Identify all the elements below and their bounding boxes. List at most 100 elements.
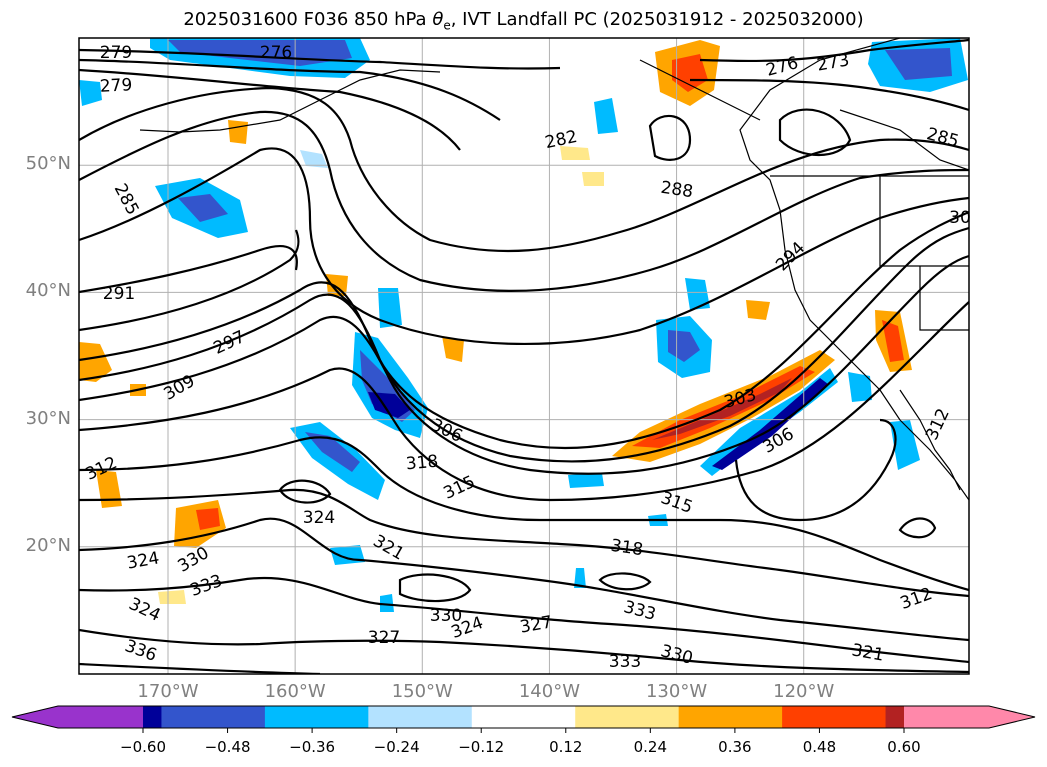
plot-frame bbox=[78, 37, 970, 675]
map-title: 2025031600 F036 850 hPa θe, IVT Landfall… bbox=[183, 9, 864, 33]
contour-line bbox=[79, 210, 969, 450]
contour-line bbox=[79, 110, 969, 292]
contour-label: 288 bbox=[659, 178, 694, 202]
shade-wc-blue bbox=[594, 98, 618, 134]
contour-line bbox=[79, 245, 298, 294]
colorbar-extend-low-fill bbox=[12, 706, 143, 728]
contour-line bbox=[898, 517, 937, 539]
contour-line bbox=[79, 301, 969, 502]
shade-p5-blue bbox=[300, 150, 328, 168]
shade-p3-blue bbox=[568, 473, 604, 488]
coastline bbox=[739, 38, 969, 501]
shade-p2-warm bbox=[326, 274, 348, 296]
contour-label: 330 bbox=[430, 606, 462, 626]
shade-coast-blue-2 bbox=[712, 378, 828, 470]
contour-line bbox=[734, 418, 897, 522]
contour-line bbox=[79, 229, 300, 332]
colorbar-segment bbox=[575, 706, 680, 728]
contour-line bbox=[699, 38, 969, 63]
contour-label: 318 bbox=[405, 452, 439, 475]
shade-ctr2-blue bbox=[685, 278, 710, 310]
contour-line bbox=[689, 78, 969, 112]
contour-line bbox=[648, 114, 692, 161]
shade-p6-blue bbox=[380, 594, 394, 612]
colorbar-segment bbox=[368, 706, 473, 728]
contour-line bbox=[79, 662, 321, 674]
shade-p3-warm bbox=[228, 120, 248, 144]
contour-label: 291 bbox=[103, 284, 135, 304]
shade-nw-blue bbox=[79, 80, 102, 106]
contour-line bbox=[278, 479, 332, 504]
longitude-tick-label: 120°W bbox=[773, 681, 835, 702]
coastline bbox=[139, 69, 441, 133]
contour-line bbox=[79, 147, 969, 346]
contour-line bbox=[79, 628, 969, 674]
shade-p1-blue bbox=[378, 288, 402, 328]
shade-p5-warm bbox=[560, 146, 590, 160]
colorbar-tick-label: 0.24 bbox=[633, 738, 668, 756]
latitude-tick-label: 50°N bbox=[25, 153, 71, 175]
contour-label: 279 bbox=[99, 75, 132, 97]
contour-line bbox=[398, 573, 472, 603]
contour-label: 279 bbox=[100, 43, 132, 63]
colorbar-tick-label: −0.48 bbox=[204, 738, 251, 756]
contour-line bbox=[79, 488, 969, 598]
coastline bbox=[639, 59, 761, 121]
longitude-tick-label: 160°W bbox=[264, 681, 326, 702]
shade-west-blue-2 bbox=[178, 194, 228, 222]
shade-ctr-blue-2 bbox=[668, 330, 700, 362]
shade-nev-warm-2 bbox=[882, 320, 904, 362]
colorbar bbox=[11, 705, 1036, 733]
latitude-tick-label: 40°N bbox=[25, 280, 71, 302]
contour-line bbox=[598, 572, 652, 591]
colorbar-tick-label: −0.36 bbox=[289, 738, 336, 756]
contour-label: 318 bbox=[609, 536, 644, 560]
contour-line bbox=[79, 68, 461, 151]
shade-p4-warm bbox=[746, 300, 770, 320]
colorbar-segment bbox=[264, 706, 369, 728]
contour-line bbox=[79, 86, 969, 253]
colorbar-segment bbox=[471, 706, 576, 728]
contour-label: 30 bbox=[949, 208, 971, 228]
contour-line bbox=[79, 436, 969, 592]
longitude-tick-label: 130°W bbox=[645, 681, 708, 702]
contour-line bbox=[79, 254, 969, 475]
colorbar-tick-label: −0.12 bbox=[458, 738, 505, 756]
border bbox=[879, 176, 969, 267]
shade-sw-warm bbox=[96, 470, 122, 508]
latitude-tick-label: 20°N bbox=[25, 534, 71, 556]
shade-ak-warm-2 bbox=[672, 54, 708, 92]
coastline bbox=[899, 389, 961, 491]
ivt-pc-shading bbox=[79, 38, 968, 612]
contour-label: 324 bbox=[303, 508, 335, 528]
contour-line bbox=[79, 58, 501, 121]
colorbar-tick-label: 0.48 bbox=[802, 738, 837, 756]
shade-p4-blue bbox=[574, 568, 586, 588]
shade-p1-warm bbox=[442, 336, 464, 362]
colorbar-tick-label: 0.60 bbox=[887, 738, 921, 756]
contour-line bbox=[778, 108, 852, 157]
colorbar-segment bbox=[782, 706, 887, 728]
colorbar-tick-label: −0.60 bbox=[120, 738, 166, 756]
shade-p6-warm bbox=[582, 172, 604, 186]
colorbar-segment bbox=[678, 706, 783, 728]
shade-baja-blue bbox=[848, 372, 872, 402]
shade-w-warm bbox=[79, 342, 112, 382]
contour-line bbox=[79, 48, 561, 70]
longitude-tick-label: 140°W bbox=[518, 681, 580, 702]
contour-label: 333 bbox=[609, 652, 641, 672]
shade-sw-blue-2 bbox=[305, 432, 360, 472]
colorbar-extend-high-fill bbox=[904, 706, 1035, 728]
contour-line bbox=[79, 576, 969, 664]
colorbar-tick-label: 0.12 bbox=[549, 738, 583, 756]
latitude-tick-label: 30°N bbox=[25, 407, 71, 429]
border bbox=[919, 266, 969, 331]
shade-p2-blue bbox=[330, 545, 365, 565]
theta-e-contours bbox=[79, 38, 969, 674]
longitude-tick-label: 150°W bbox=[391, 681, 453, 702]
contour-label: 276 bbox=[260, 43, 292, 63]
contour-label: 327 bbox=[368, 628, 400, 648]
colorbar-segment bbox=[161, 706, 266, 728]
colorbar-tick-label: −0.24 bbox=[373, 738, 420, 756]
